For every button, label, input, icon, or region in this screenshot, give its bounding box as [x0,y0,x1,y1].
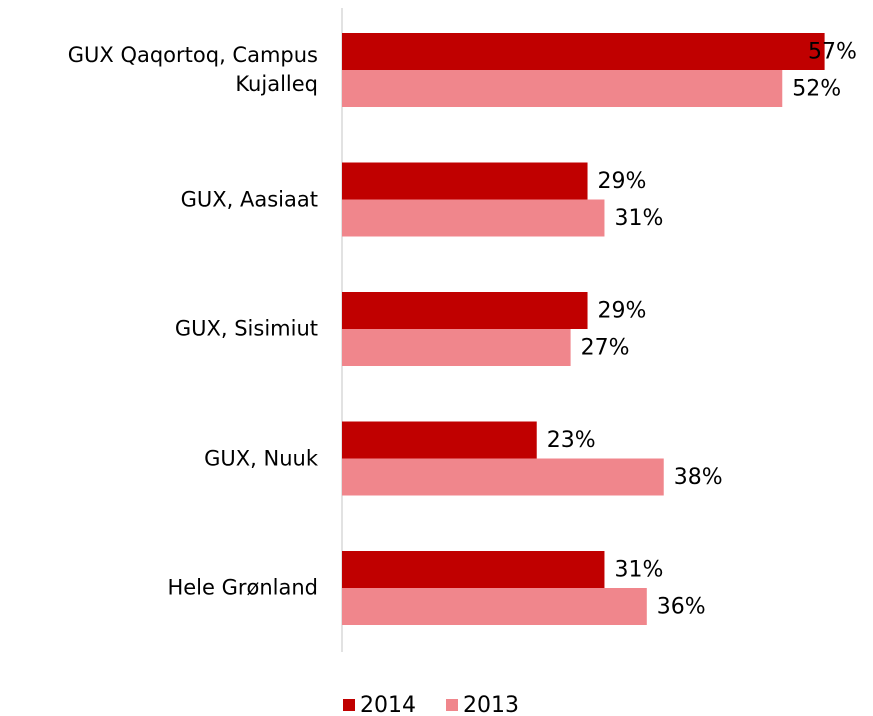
bar [342,551,605,588]
data-label: 29% [598,299,647,324]
data-label: 31% [614,206,663,231]
data-label: 29% [598,169,647,194]
bar [342,588,647,625]
bar [342,329,571,366]
data-label: 23% [547,428,596,453]
legend-label: 2013 [463,693,519,716]
category-label: Hele Grønland [167,575,318,600]
category-label: GUX, Aasiaat [180,187,318,211]
bar [342,199,605,237]
bar [342,292,588,329]
category-label: GUX, Nuuk [204,446,318,470]
bar [342,33,825,70]
bar [342,458,664,496]
category-label: GUX Qaqortoq, Campus Kujalleq [67,43,318,96]
data-label: 38% [674,465,723,490]
bar [342,70,783,107]
bar [342,162,588,200]
data-label: 31% [614,558,663,583]
legend-swatch [343,699,355,711]
bar [342,421,537,459]
legend-swatch [446,699,458,711]
category-label: GUX, Sisimiut [174,316,318,341]
legend-label: 2014 [360,693,416,716]
data-label: 57% [808,40,857,65]
data-label: 27% [581,336,630,361]
data-label: 52% [792,77,841,102]
data-label: 36% [657,595,706,620]
